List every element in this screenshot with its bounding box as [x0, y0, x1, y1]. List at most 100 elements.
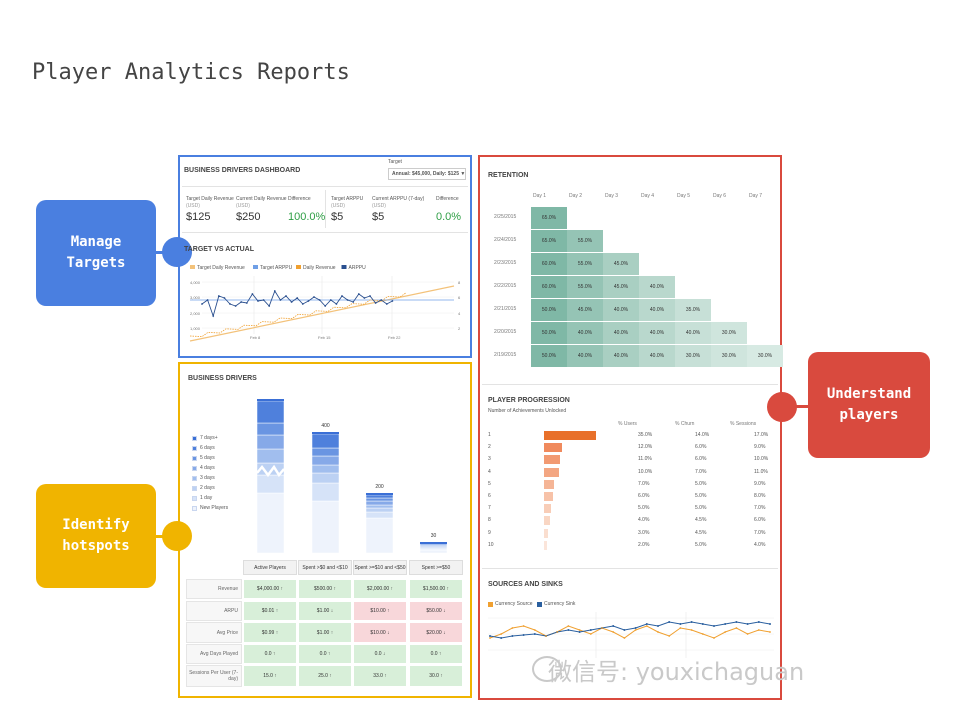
- progression-level: 6: [488, 493, 491, 499]
- progression-users: 5.0%: [638, 505, 650, 512]
- sources-sinks-chart: [488, 612, 774, 658]
- arppu-point: [296, 297, 299, 299]
- x-tick-label: Feb 22: [388, 335, 401, 340]
- arppu-point: [318, 299, 321, 301]
- progression-users: 10.0%: [638, 468, 653, 475]
- currency-source-line: [489, 625, 771, 639]
- column-header: Active Players: [243, 560, 297, 575]
- legend-label: 4 days: [200, 465, 215, 471]
- arppu-point: [201, 303, 203, 305]
- bar-segment: [419, 543, 448, 546]
- legend-label: Currency Sink: [544, 601, 576, 607]
- progression-level: 3: [488, 456, 491, 463]
- divider: [482, 568, 778, 569]
- progression-users: 7.0%: [638, 480, 650, 487]
- retention-cell: 50.0%: [531, 322, 567, 344]
- callout-line: Understand: [826, 386, 912, 402]
- player-insights-frame: [478, 155, 782, 700]
- source-point: [679, 627, 682, 629]
- legend-swatch: [253, 265, 258, 269]
- arppu-point: [341, 295, 343, 297]
- retention-cell: 40.0%: [639, 299, 675, 321]
- retention-cell: 35.0%: [675, 299, 711, 321]
- row-label: Avg Price: [186, 622, 242, 643]
- sink-point: [612, 625, 615, 627]
- table-cell: 0.0 ↑: [243, 644, 297, 664]
- kpi-label: Difference: [436, 196, 459, 202]
- progression-sessions: 8.0%: [754, 493, 766, 499]
- target-select[interactable]: Annual: $45,000, Daily: $125 ▼: [388, 168, 466, 180]
- arppu-point: [279, 299, 282, 301]
- source-point: [713, 637, 715, 639]
- progression-users: 4.0%: [638, 517, 650, 524]
- arppu-point: [363, 297, 366, 299]
- progression-sessions: 9.0%: [754, 444, 766, 451]
- retention-cell: 40.0%: [639, 276, 675, 298]
- table-cell: 30.0 ↑: [409, 665, 463, 687]
- sink-point: [757, 621, 760, 623]
- sink-point: [657, 625, 659, 627]
- progression-sessions: 10.0%: [754, 456, 769, 463]
- progression-churn: 4.5%: [695, 517, 707, 524]
- arppu-point: [352, 301, 355, 303]
- dashboard-title: BUSINESS DRIVERS DASHBOARD: [184, 167, 301, 174]
- arppu-point: [335, 303, 338, 305]
- source-point: [578, 629, 581, 631]
- legend-swatch: [192, 436, 197, 441]
- progression-level: 10: [488, 541, 494, 548]
- legend-swatch: [192, 456, 197, 461]
- bar-total-label: 400: [321, 423, 330, 429]
- callout-line: Manage: [70, 234, 122, 250]
- table-cell: 33.0 ↑: [353, 665, 407, 687]
- target-label: Target: [388, 159, 402, 165]
- column-header: Spent >=$50: [409, 560, 463, 575]
- retention-cell: 60.0%: [531, 253, 567, 275]
- arppu-point: [273, 290, 276, 292]
- table-cell: $10.00 ↑: [353, 601, 407, 621]
- bar-segment: [366, 493, 393, 495]
- bar-segment: [311, 472, 340, 484]
- progression-churn: 6.0%: [695, 456, 707, 463]
- source-point: [601, 627, 603, 629]
- legend-label: 2 days: [200, 485, 215, 491]
- arppu-point: [290, 301, 293, 303]
- legend-swatch: [190, 265, 195, 269]
- arppu-point: [251, 293, 254, 295]
- callout-dot: [162, 237, 192, 267]
- progression-level: 7: [488, 505, 491, 512]
- retention-date: 2/25/2015: [494, 214, 517, 220]
- callout-connector: [150, 535, 166, 538]
- source-point: [735, 627, 738, 629]
- x-tick-label: Feb 15: [318, 335, 331, 340]
- table-cell: 25.0 ↑: [298, 665, 352, 687]
- retention-day-header: Day 2: [569, 193, 583, 199]
- source-point: [589, 633, 592, 635]
- legend-label: 7 days+: [200, 435, 218, 441]
- arppu-point: [307, 300, 310, 302]
- sink-point: [634, 627, 637, 629]
- progression-churn: 6.0%: [695, 444, 707, 451]
- retention-cell: 30.0%: [747, 345, 783, 367]
- progression-bar: [544, 455, 561, 465]
- y-tick-label: 4,000: [190, 280, 201, 285]
- y2-tick-label: 8: [458, 280, 461, 285]
- source-point: [724, 631, 727, 633]
- legend-label: Target Daily Revenue: [197, 265, 245, 271]
- wechat-icon: [532, 656, 562, 682]
- y2-tick-label: 4: [458, 311, 461, 316]
- arppu-point: [313, 296, 315, 298]
- row-label: Avg Days Played: [186, 644, 242, 664]
- sink-point: [724, 623, 727, 625]
- arppu-point: [329, 299, 332, 301]
- bar-total-label: 600,000: [261, 395, 279, 396]
- sink-point: [623, 629, 626, 631]
- progression-level: 9: [488, 529, 491, 536]
- retention-cell: 55.0%: [567, 230, 603, 252]
- retention-cell: 30.0%: [675, 345, 711, 367]
- arppu-point: [240, 301, 243, 303]
- retention-date: 2/22/2015: [494, 283, 517, 289]
- progression-churn: 5.0%: [695, 505, 707, 512]
- table-cell: $1.00 ↓: [298, 601, 352, 621]
- source-point: [545, 635, 547, 637]
- retention-date: 2/19/2015: [494, 352, 517, 358]
